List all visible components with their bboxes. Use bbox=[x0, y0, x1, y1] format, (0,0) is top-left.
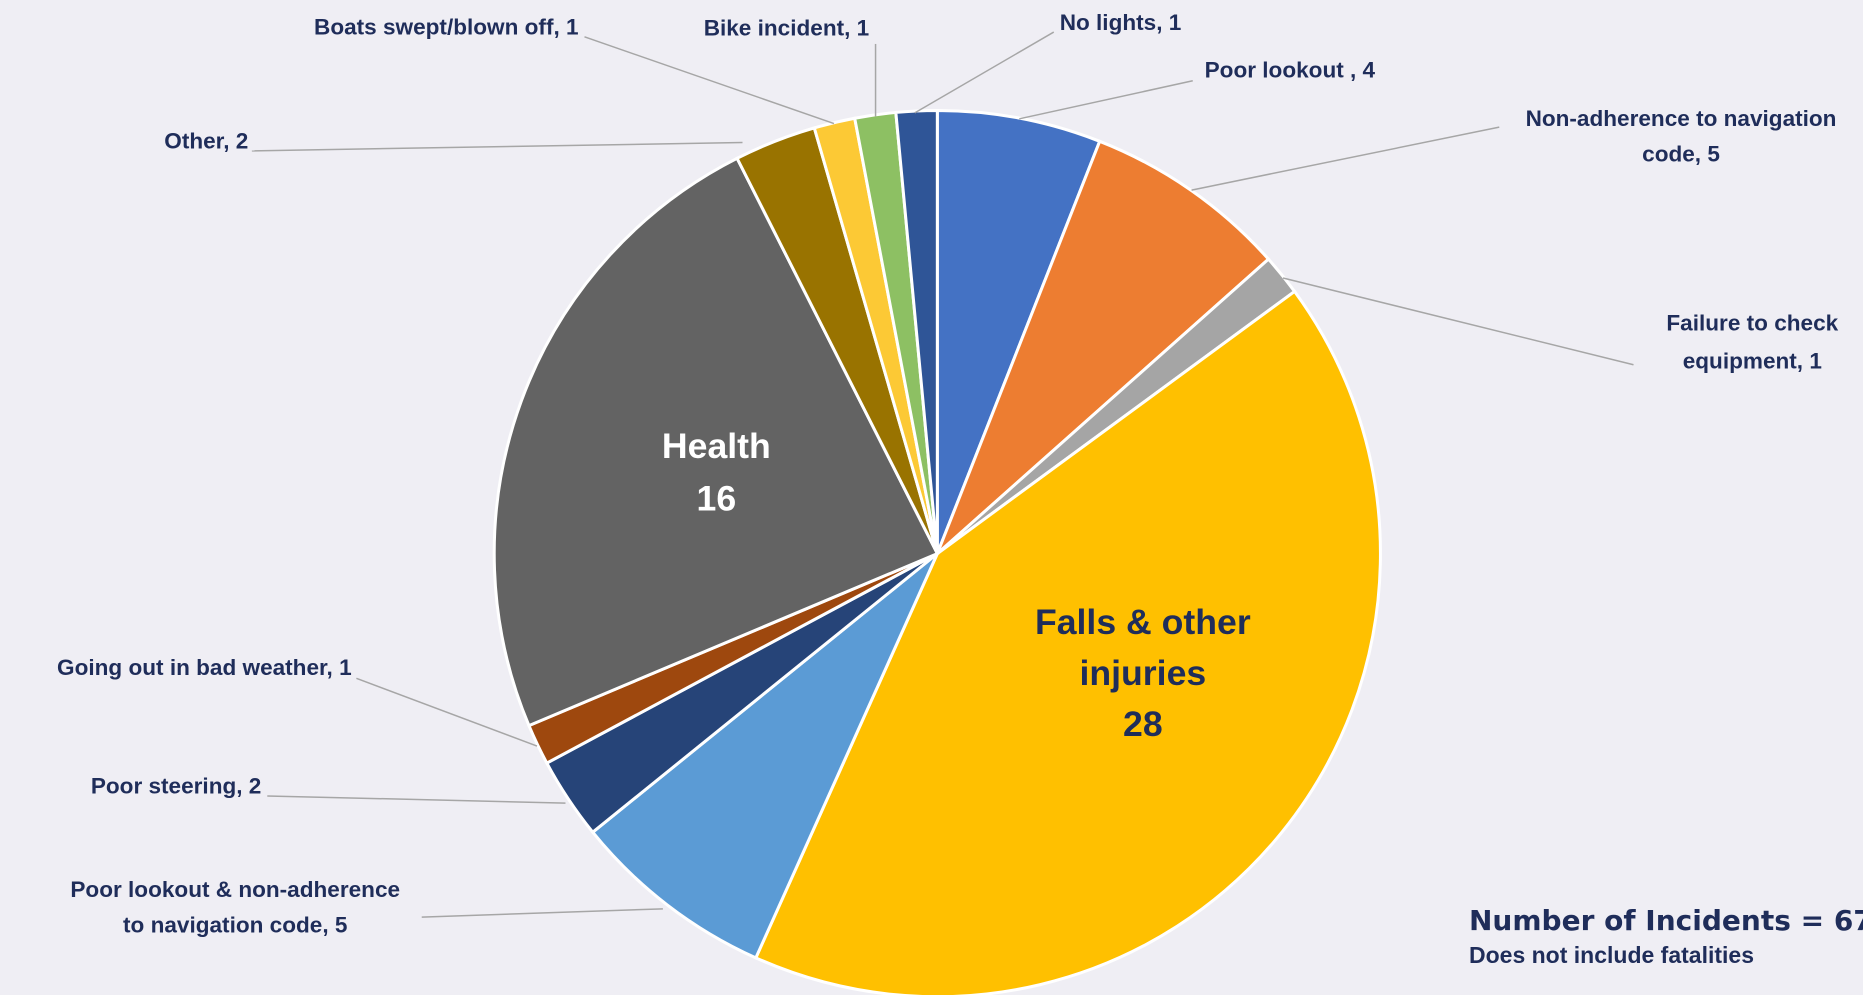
data-label: Poor lookout , 4 bbox=[1205, 57, 1376, 82]
data-label: Failure to check equipment, 1 bbox=[1666, 310, 1838, 373]
annotation-total: Number of Incidents = 67 bbox=[1469, 904, 1863, 937]
data-label: Going out in bad weather, 1 bbox=[57, 655, 352, 680]
leader-line bbox=[267, 795, 566, 804]
leader-line bbox=[1019, 80, 1193, 120]
leader-line bbox=[251, 141, 743, 152]
data-label: No lights, 1 bbox=[1060, 10, 1182, 35]
pie-slice bbox=[590, 552, 939, 960]
leader-line bbox=[1282, 277, 1634, 366]
data-label: Boats swept/blown off, 1 bbox=[314, 14, 579, 39]
data-label: Bike incident, 1 bbox=[704, 16, 870, 41]
annotation-note: Does not include fatalities bbox=[1469, 942, 1754, 968]
pie-slice bbox=[492, 156, 940, 728]
pie-slice bbox=[935, 139, 1271, 555]
data-label: Non-adherence to navigation code, 5 bbox=[1526, 106, 1837, 167]
data-label: Other, 2 bbox=[164, 129, 248, 154]
data-label: Falls & other injuries 28 bbox=[1035, 602, 1251, 744]
leader-line bbox=[356, 677, 538, 747]
leader-line bbox=[421, 908, 663, 918]
data-label: Poor lookout & non-adherence to navigatio… bbox=[70, 877, 400, 938]
data-label: Health 16 bbox=[662, 426, 771, 518]
leader-line bbox=[1191, 126, 1500, 191]
data-label: Poor steering, 2 bbox=[91, 774, 262, 799]
leader-line bbox=[914, 31, 1055, 114]
leader-line bbox=[584, 36, 835, 125]
pie-slice bbox=[753, 289, 1382, 995]
